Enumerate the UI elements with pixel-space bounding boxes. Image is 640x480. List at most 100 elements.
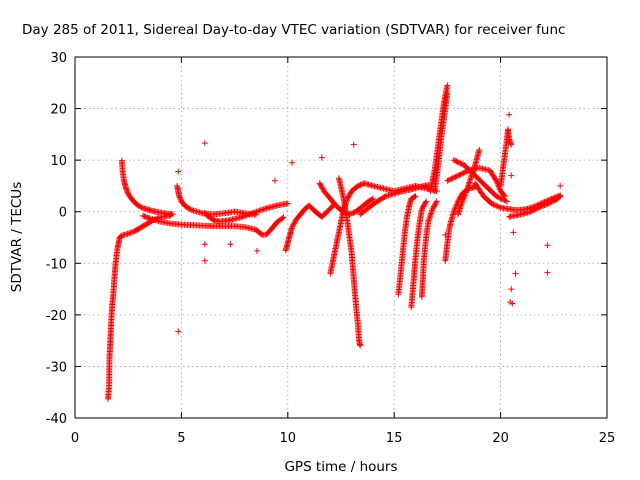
- data-point: [256, 207, 263, 214]
- y-tick-label: -30: [46, 360, 67, 375]
- outlier-point: [510, 229, 517, 236]
- data-point: [502, 197, 509, 204]
- outlier-point: [201, 257, 208, 264]
- data-point: [493, 202, 500, 209]
- data-point: [459, 198, 466, 205]
- data-point: [530, 207, 537, 214]
- data-point: [451, 174, 458, 181]
- axis-ticks: 0 5 10 15 20 25 -40 -30 -20 -10 0 10 20 30: [46, 51, 616, 446]
- x-tick-label: 0: [71, 431, 79, 446]
- data-point: [461, 193, 468, 200]
- data-point: [453, 173, 460, 180]
- data-point: [289, 224, 296, 231]
- data-point: [279, 215, 286, 222]
- data-point: [508, 141, 515, 148]
- data-point: [433, 198, 440, 205]
- outlier-point: [512, 270, 519, 277]
- chart-title: Day 285 of 2011, Sidereal Day-to-day VTE…: [22, 22, 565, 38]
- data-point: [358, 181, 365, 188]
- data-point: [540, 202, 547, 209]
- data-point: [452, 173, 459, 180]
- data-point: [347, 210, 354, 217]
- outlier-point: [201, 140, 208, 147]
- data-point: [537, 203, 544, 210]
- data-point: [135, 203, 142, 210]
- y-tick-label: 10: [50, 154, 67, 169]
- data-point: [507, 140, 514, 147]
- data-point: [455, 172, 462, 179]
- data-point: [490, 201, 497, 208]
- data-point: [255, 208, 262, 215]
- data-point: [452, 157, 459, 164]
- data-point: [355, 182, 362, 189]
- x-tick-label: 5: [177, 431, 185, 446]
- data-point: [421, 200, 428, 207]
- data-point: [497, 195, 504, 202]
- data-point: [420, 202, 427, 209]
- data-point: [368, 196, 375, 203]
- outlier-point: [227, 241, 234, 248]
- data-point: [430, 203, 437, 210]
- data-point: [356, 182, 363, 189]
- data-point: [349, 210, 356, 217]
- data-point: [503, 198, 510, 205]
- data-point: [187, 206, 194, 213]
- data-point: [137, 203, 144, 210]
- data-point: [499, 196, 506, 203]
- data-point: [460, 170, 467, 177]
- data-point: [412, 193, 419, 200]
- data-point: [245, 211, 252, 218]
- outlier-point: [318, 154, 325, 161]
- data-point: [186, 205, 193, 212]
- x-tick-label: 15: [386, 431, 403, 446]
- data-point: [280, 214, 287, 221]
- data-point: [350, 209, 357, 216]
- outlier-point: [175, 168, 182, 175]
- data-point: [123, 185, 130, 192]
- data-point: [420, 203, 427, 210]
- data-point: [454, 159, 461, 166]
- data-point: [460, 195, 467, 202]
- data-point: [496, 186, 503, 193]
- outlier-point: [557, 182, 564, 189]
- y-tick-label: 0: [59, 206, 67, 221]
- data-point: [489, 200, 496, 207]
- data-point: [461, 169, 468, 176]
- data-point: [138, 204, 145, 211]
- data-point: [544, 200, 551, 207]
- data-point: [448, 175, 455, 182]
- y-tick-label: 30: [50, 51, 67, 66]
- outlier-point: [508, 172, 515, 179]
- data-point: [494, 193, 501, 200]
- data-point: [141, 213, 148, 220]
- data-point: [453, 158, 460, 165]
- data-point: [145, 214, 152, 221]
- data-point: [252, 209, 259, 216]
- x-tick-label: 10: [280, 431, 297, 446]
- data-point: [183, 204, 190, 211]
- data-point: [345, 194, 352, 201]
- data-point: [506, 136, 513, 143]
- outlier-point: [201, 241, 208, 248]
- data-point: [496, 203, 503, 210]
- data-points: [104, 82, 564, 402]
- data-point: [538, 203, 545, 210]
- data-point: [142, 213, 149, 220]
- data-point: [459, 170, 466, 177]
- data-point: [127, 229, 134, 236]
- data-point: [556, 194, 563, 201]
- y-axis-label: SDTVAR / TECUs: [9, 182, 25, 292]
- data-point: [345, 193, 352, 200]
- outlier-point: [544, 242, 551, 249]
- data-point: [431, 202, 438, 209]
- data-point: [291, 219, 298, 226]
- data-point: [451, 207, 458, 214]
- grid-lines: [75, 57, 607, 418]
- data-point: [317, 181, 324, 188]
- y-tick-label: -20: [46, 309, 67, 324]
- data-point: [542, 201, 549, 208]
- data-point: [496, 194, 503, 201]
- data-point: [125, 230, 132, 237]
- data-point: [494, 180, 501, 187]
- data-point: [319, 185, 326, 192]
